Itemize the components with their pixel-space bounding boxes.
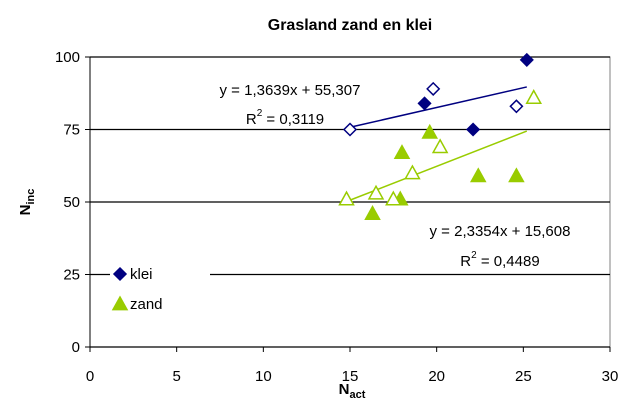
marker (338, 190, 355, 206)
x-axis-title-sub: act (349, 389, 365, 401)
x-axis-title: Nact (339, 381, 366, 401)
marker (404, 164, 421, 180)
marker (393, 144, 411, 160)
x-tick-label: 20 (428, 368, 445, 385)
x-tick-label: 0 (86, 368, 94, 385)
x-tick-label: 5 (172, 368, 180, 385)
marker (364, 205, 381, 220)
r-squared: R2 = 0,4489 (460, 250, 539, 270)
marker (367, 184, 385, 200)
trendline-equation: y = 2,3354x + 15,608 (430, 223, 571, 240)
legend-label: zand (130, 296, 163, 313)
legend-label: klei (130, 266, 153, 283)
x-tick-label: 25 (515, 368, 532, 385)
x-tick-label: 30 (602, 368, 619, 385)
r-squared-base: R (246, 111, 257, 128)
y-axis-title-sub: inc (25, 189, 37, 205)
y-tick-label: 50 (63, 194, 80, 211)
r-squared-sup: 2 (471, 250, 477, 261)
trendline-equation: y = 1,3639x + 55,307 (220, 82, 361, 99)
marker (426, 81, 441, 96)
y-tick-label: 75 (63, 122, 80, 139)
marker (342, 122, 358, 137)
marker (519, 52, 534, 67)
x-tick-label: 15 (342, 368, 359, 385)
x-tick-label: 10 (255, 368, 272, 385)
r-squared: R2 = 0,3119 (246, 108, 324, 128)
y-axis-title: Ninc (17, 189, 37, 216)
marker (508, 167, 525, 183)
y-tick-label: 0 (72, 339, 80, 356)
r-squared-rest: = 0,4489 (477, 253, 540, 270)
chart-title: Grasland zand en klei (268, 17, 433, 34)
marker (385, 190, 402, 206)
marker (525, 89, 543, 104)
r-squared-base: R (460, 253, 471, 270)
r-squared-rest: = 0,3119 (262, 111, 324, 128)
trendline (349, 86, 527, 129)
marker (466, 122, 481, 137)
marker (112, 266, 128, 282)
marker (111, 295, 129, 311)
marker (509, 99, 524, 114)
marker (431, 138, 449, 154)
y-tick-label: 100 (55, 49, 80, 66)
marker (417, 96, 432, 111)
y-tick-label: 25 (63, 267, 80, 284)
y-axis-title-base: N (17, 205, 34, 216)
marker (421, 123, 439, 139)
marker (469, 167, 487, 183)
r-squared-sup: 2 (257, 108, 263, 119)
x-axis-title-base: N (339, 381, 350, 398)
